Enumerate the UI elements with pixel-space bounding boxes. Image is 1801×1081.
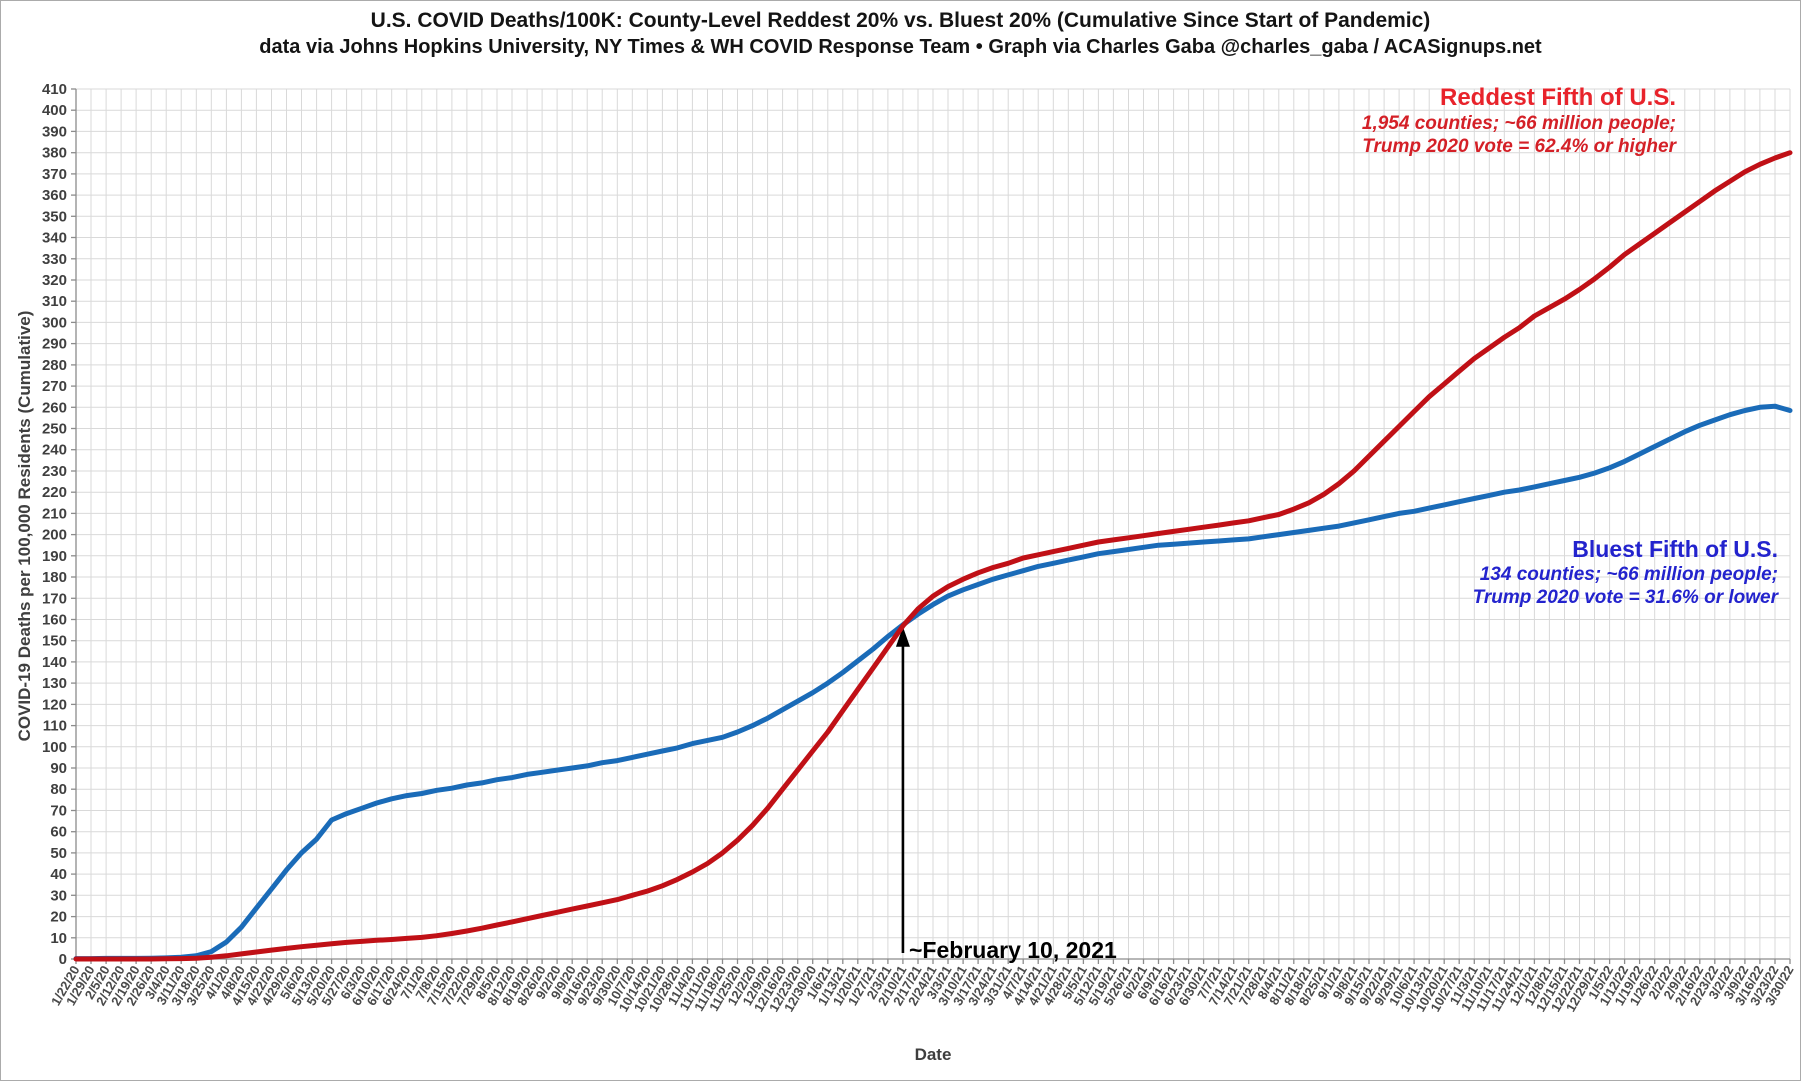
svg-text:390: 390: [42, 123, 67, 140]
svg-text:340: 340: [42, 230, 67, 247]
svg-text:200: 200: [42, 527, 67, 544]
svg-text:170: 170: [42, 590, 67, 607]
reddest-legend-vote-share: Trump 2020 vote = 62.4% or higher: [1362, 136, 1676, 158]
svg-text:70: 70: [50, 803, 67, 820]
x-tick-labels: 1/22/201/29/202/5/202/12/202/19/202/26/2…: [48, 963, 1797, 1014]
y-tick-labels: 0 10 20 30 40 50 60 70 80 90 100 110 120 130 140 150 160…: [42, 81, 67, 968]
svg-text:280: 280: [42, 357, 67, 374]
svg-text:400: 400: [42, 102, 67, 119]
svg-text:270: 270: [42, 378, 67, 395]
svg-text:370: 370: [42, 166, 67, 183]
svg-text:120: 120: [42, 696, 67, 713]
svg-text:260: 260: [42, 399, 67, 416]
svg-text:0: 0: [59, 951, 67, 968]
svg-text:30: 30: [50, 887, 67, 904]
svg-text:60: 60: [50, 824, 67, 841]
svg-text:380: 380: [42, 145, 67, 162]
svg-text:50: 50: [50, 845, 67, 862]
svg-text:230: 230: [42, 463, 67, 480]
axes: [71, 88, 1791, 964]
svg-text:90: 90: [50, 760, 67, 777]
svg-text:330: 330: [42, 251, 67, 268]
gridlines: [75, 88, 1791, 960]
svg-text:360: 360: [42, 187, 67, 204]
svg-text:110: 110: [43, 718, 67, 735]
reddest-series-legend: Reddest Fifth of U.S. 1,954 counties; ~6…: [1362, 83, 1676, 159]
y-axis-title: COVID-19 Deaths per 100,000 Residents (C…: [15, 310, 34, 742]
reddest-legend-counties: 1,954 counties; ~66 million people;: [1361, 113, 1676, 135]
chart-subtitle: data via Johns Hopkins University, NY Ti…: [259, 36, 1542, 58]
svg-text:180: 180: [42, 569, 67, 586]
svg-text:20: 20: [50, 909, 67, 926]
chart-title: U.S. COVID Deaths/100K: County-Level Red…: [370, 9, 1431, 32]
svg-text:80: 80: [50, 781, 67, 798]
svg-text:320: 320: [42, 272, 67, 289]
svg-text:140: 140: [42, 654, 67, 671]
svg-text:220: 220: [42, 484, 67, 501]
reddest-legend-heading: Reddest Fifth of U.S.: [1440, 84, 1676, 111]
bluest-series-line: [73, 403, 1793, 962]
bluest-legend-vote-share: Trump 2020 vote = 31.6% or lower: [1472, 587, 1778, 609]
svg-text:250: 250: [42, 421, 67, 438]
svg-text:150: 150: [42, 633, 67, 650]
bluest-legend-heading: Bluest Fifth of U.S.: [1572, 536, 1778, 562]
x-axis-title: Date: [914, 1045, 952, 1064]
svg-text:240: 240: [42, 442, 67, 459]
svg-text:300: 300: [42, 314, 67, 331]
svg-text:130: 130: [42, 675, 67, 692]
svg-text:160: 160: [42, 612, 67, 629]
svg-text:190: 190: [42, 548, 67, 565]
svg-text:100: 100: [42, 739, 67, 756]
reddest-series-line: [73, 150, 1793, 962]
svg-text:350: 350: [42, 208, 67, 225]
svg-text:10: 10: [50, 930, 67, 947]
svg-text:210: 210: [42, 505, 67, 522]
svg-text:310: 310: [42, 293, 67, 310]
svg-text:290: 290: [42, 336, 67, 353]
bluest-series-legend: Bluest Fifth of U.S. 134 counties; ~66 m…: [1473, 535, 1778, 609]
svg-text:410: 410: [42, 81, 67, 98]
bluest-legend-counties: 134 counties; ~66 million people;: [1479, 564, 1778, 586]
crossover-annotation-label: ~February 10, 2021: [909, 937, 1117, 963]
annotation-arrow: [895, 626, 910, 953]
svg-text:40: 40: [50, 866, 67, 883]
